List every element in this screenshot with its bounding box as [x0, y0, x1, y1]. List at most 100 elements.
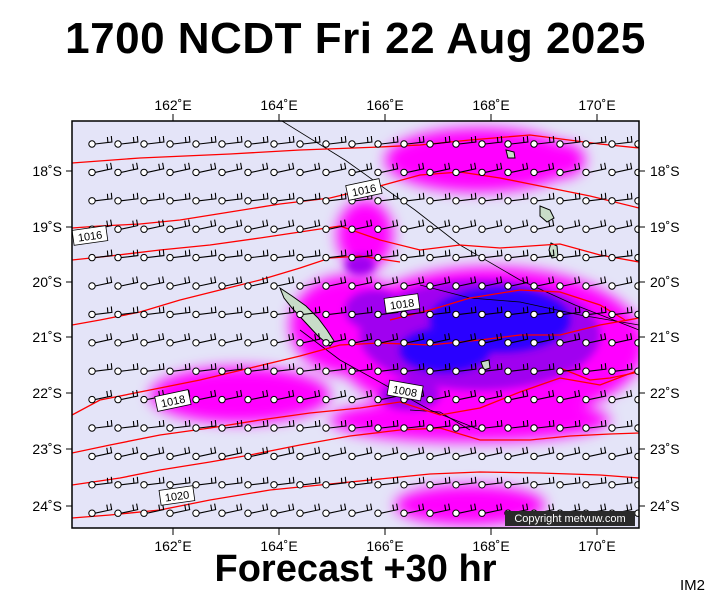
wind-barb	[224, 476, 243, 486]
lat-label-left: 24˚S	[32, 498, 62, 514]
land-masses	[278, 149, 559, 371]
wind-barb	[484, 503, 503, 514]
wind-station-dot	[322, 310, 330, 319]
wind-barb	[302, 419, 321, 429]
wind-barb	[641, 250, 658, 258]
wind-station-dot	[452, 168, 460, 177]
wind-station-dot	[140, 395, 148, 404]
wind-barb	[588, 446, 607, 457]
wind-station-dot	[608, 282, 616, 290]
wind-station-dot	[218, 310, 226, 319]
copyright-text: Copyright metvuw.com	[514, 513, 625, 525]
wind-barb	[146, 135, 165, 145]
wind-barb	[120, 162, 139, 173]
wind-barb	[172, 135, 191, 145]
wind-station-dot	[166, 481, 174, 489]
wind-station-dot	[608, 197, 616, 205]
wind-station-dot	[348, 310, 356, 319]
wind-barb	[536, 389, 555, 401]
copyright-box: Copyright metvuw.com	[505, 511, 635, 526]
wind-station-dot	[634, 367, 639, 375]
wind-barb	[458, 389, 477, 401]
wind-station-dot	[426, 168, 434, 177]
wind-barb	[250, 162, 269, 173]
wind-station-dot	[192, 140, 200, 148]
wind-barb	[224, 446, 243, 457]
wind-station-dot	[244, 225, 252, 233]
lat-label-right: 24˚S	[650, 498, 680, 514]
wind-station-dot	[114, 481, 122, 489]
wind-barb	[484, 192, 503, 202]
wind-station-dot	[322, 395, 330, 404]
wind-barb	[172, 446, 191, 457]
lon-label-bottom: 164˚E	[260, 538, 297, 554]
svg-text:1008: 1008	[392, 384, 418, 400]
wind-barb	[94, 446, 113, 457]
wind-station-dot	[504, 168, 512, 177]
wind-barb	[198, 192, 217, 202]
wind-station-dot	[192, 481, 200, 489]
svg-text:1016: 1016	[351, 183, 377, 200]
wind-barb	[328, 162, 347, 173]
wind-barb	[588, 162, 607, 173]
wind-barb	[198, 446, 217, 457]
wind-station-dot	[374, 140, 382, 148]
wind-station-dot	[114, 424, 122, 432]
wind-station-dot	[426, 424, 434, 432]
wind-station-dot	[192, 367, 200, 375]
wind-barb	[94, 135, 113, 145]
wind-station-dot	[556, 310, 564, 319]
wind-station-dot	[244, 310, 252, 319]
wind-barb	[250, 446, 269, 457]
svg-text:1020: 1020	[164, 489, 190, 504]
wind-station-dot	[88, 452, 96, 461]
wind-barb	[562, 192, 581, 202]
wind-station-dot	[296, 225, 304, 233]
wind-station-dot	[296, 197, 304, 205]
wind-station-dot	[556, 282, 564, 290]
wind-barb	[614, 419, 633, 429]
wind-barb	[380, 135, 399, 145]
wind-barb	[588, 333, 607, 344]
wind-barbs	[88, 135, 658, 517]
wind-station-dot	[530, 225, 538, 233]
wind-barb	[224, 306, 243, 315]
wind-barb	[484, 419, 503, 429]
wind-barb	[250, 389, 269, 401]
wind-station-dot	[478, 367, 486, 375]
wind-barb	[302, 276, 321, 287]
isobar-label: 1016	[345, 178, 383, 201]
wind-station-dot	[244, 140, 252, 148]
wind-barb	[380, 446, 399, 457]
wind-station-dot	[244, 339, 252, 347]
lat-label-right: 19˚S	[650, 219, 680, 235]
wind-station-dot	[140, 424, 148, 432]
wind-barb	[510, 389, 529, 401]
wind-barb	[406, 219, 425, 230]
wind-barb	[510, 446, 529, 457]
wind-barb	[198, 419, 217, 429]
wind-station-dot	[530, 282, 538, 290]
wind-station-dot	[452, 367, 460, 375]
wind-station-dot	[218, 168, 226, 177]
wind-station-dot	[608, 140, 616, 148]
wind-station-dot	[530, 395, 538, 404]
wind-barb	[276, 306, 295, 315]
lat-label-left: 18˚S	[32, 163, 62, 179]
wind-station-dot	[400, 424, 408, 432]
wind-station-dot	[634, 395, 639, 404]
wind-barb	[458, 306, 477, 315]
wind-station-dot	[634, 140, 639, 148]
wind-barb	[641, 193, 658, 201]
wind-barb	[146, 363, 165, 372]
wind-barb	[458, 446, 477, 457]
wind-barb	[224, 192, 243, 202]
wind-barb	[614, 162, 633, 173]
wind-barb	[146, 192, 165, 202]
wind-barb	[614, 363, 633, 372]
wind-station-dot	[140, 310, 148, 319]
wind-barb	[302, 363, 321, 372]
wind-barb	[406, 419, 425, 429]
wind-barb	[328, 135, 347, 145]
wind-barb	[146, 249, 165, 259]
